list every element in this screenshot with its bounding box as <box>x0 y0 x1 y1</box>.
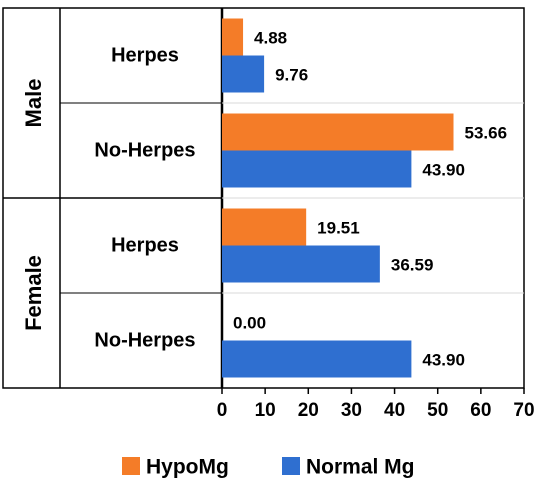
category-label-male-no-herpes: No-Herpes <box>94 140 195 162</box>
category-labels: Herpes No-Herpes Herpes No-Herpes <box>94 45 195 352</box>
legend-swatch-hypomg <box>122 457 140 475</box>
group-label-female: Female <box>21 255 46 331</box>
x-tick-label-30: 30 <box>341 400 362 421</box>
x-tick-label-0: 0 <box>217 400 228 421</box>
category-label-female-herpes: Herpes <box>111 235 179 257</box>
data-label-normal-mg-male-no-herpes: 43.90 <box>422 161 465 180</box>
bar-normal-mg-female-no-herpes <box>222 340 412 378</box>
x-tick-label-70: 70 <box>513 400 534 421</box>
data-label-hypomg-female-no-herpes: 0.00 <box>233 314 266 333</box>
bar-hypomg-female-herpes <box>222 208 307 246</box>
x-tick-label-10: 10 <box>255 400 276 421</box>
bar-hypomg-male-herpes <box>222 18 244 56</box>
legend-label-normal-mg: Normal Mg <box>306 456 415 479</box>
legend-swatch-normal-mg <box>282 457 300 475</box>
bar-normal-mg-male-no-herpes <box>222 150 412 188</box>
data-label-hypomg-male-herpes: 4.88 <box>254 29 287 48</box>
bar-hypomg-male-no-herpes <box>222 113 454 151</box>
bar-normal-mg-male-herpes <box>222 55 265 93</box>
data-label-hypomg-female-herpes: 19.51 <box>317 219 360 238</box>
x-tick-label-20: 20 <box>298 400 319 421</box>
data-label-hypomg-male-no-herpes: 53.66 <box>465 124 508 143</box>
category-label-male-herpes: Herpes <box>111 45 179 67</box>
group-labels: Male Female <box>21 79 46 331</box>
x-tick-label-60: 60 <box>470 400 491 421</box>
data-label-normal-mg-female-no-herpes: 43.90 <box>422 351 465 370</box>
x-tick-label-50: 50 <box>427 400 448 421</box>
legend-label-hypomg: HypoMg <box>146 456 229 479</box>
legend: HypoMg Normal Mg <box>122 456 415 479</box>
group-label-male: Male <box>21 79 46 128</box>
category-label-female-no-herpes: No-Herpes <box>94 330 195 352</box>
x-tick-label-40: 40 <box>384 400 405 421</box>
bar-normal-mg-female-herpes <box>222 245 380 283</box>
chart-frame <box>2 7 525 389</box>
data-label-normal-mg-female-herpes: 36.59 <box>391 256 434 275</box>
data-label-normal-mg-male-herpes: 9.76 <box>275 66 308 85</box>
x-axis: 0 10 20 30 40 50 60 70 <box>217 388 535 421</box>
bars <box>222 18 454 378</box>
